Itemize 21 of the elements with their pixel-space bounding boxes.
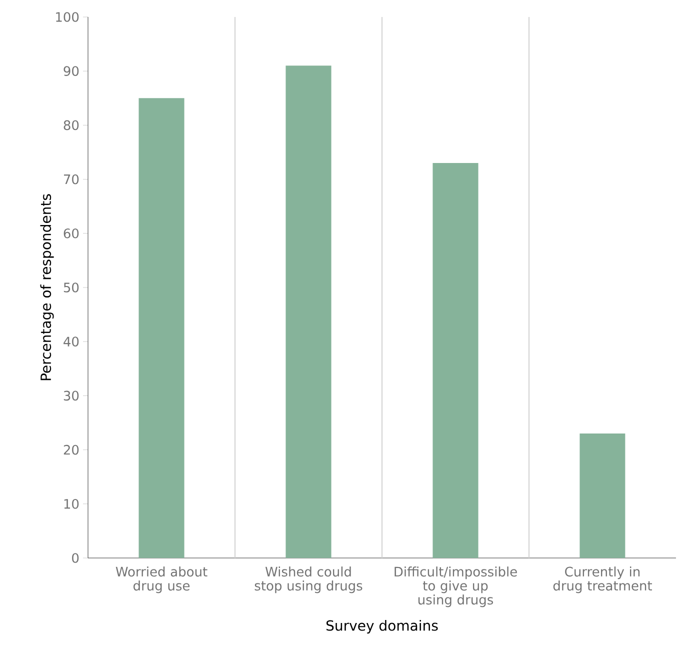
bar bbox=[580, 434, 626, 558]
y-tick-label: 50 bbox=[64, 282, 79, 292]
y-tick-label: 0 bbox=[72, 553, 79, 563]
y-tick-label: 100 bbox=[56, 12, 79, 22]
y-axis-title: Percentage of respondents bbox=[40, 194, 54, 380]
y-tick-label: 70 bbox=[64, 174, 79, 184]
x-tick-label: Wished could stop using drugs bbox=[254, 566, 362, 594]
y-tick-label: 80 bbox=[64, 120, 79, 130]
x-axis-title: Survey domains bbox=[326, 620, 438, 634]
y-tick-label: 10 bbox=[64, 498, 79, 509]
x-tick-label: Worried about drug use bbox=[116, 566, 208, 594]
bar bbox=[286, 66, 332, 558]
y-tick-label: 20 bbox=[64, 444, 79, 455]
bar bbox=[432, 163, 478, 558]
x-tick-label: Difficult/impossible to give up using drugs bbox=[394, 566, 517, 608]
x-tick-label: Currently in drug treatment bbox=[553, 566, 652, 594]
y-tick-label: 60 bbox=[64, 228, 79, 238]
y-tick-label: 40 bbox=[64, 336, 79, 347]
bar bbox=[138, 98, 184, 558]
y-tick-label: 90 bbox=[64, 66, 79, 76]
y-tick-label: 30 bbox=[64, 390, 79, 401]
